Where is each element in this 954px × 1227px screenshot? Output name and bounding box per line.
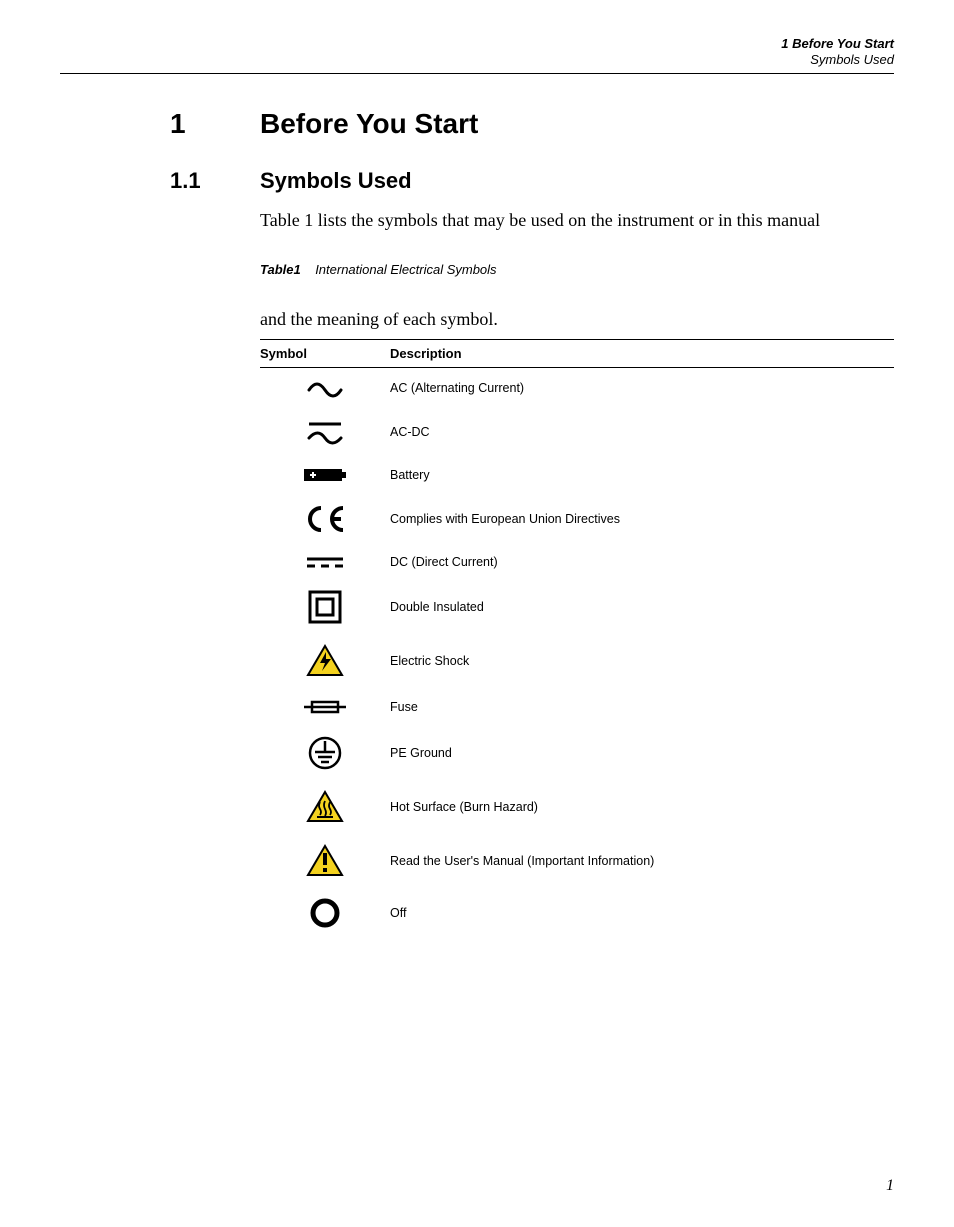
section-number: 1.1 bbox=[60, 168, 260, 194]
table-row: Electric Shock bbox=[260, 634, 894, 688]
table-row: Read the User's Manual (Important Inform… bbox=[260, 834, 894, 888]
table-caption: Table1 International Electrical Symbols bbox=[260, 262, 894, 277]
table-row: Hot Surface (Burn Hazard) bbox=[260, 780, 894, 834]
row-desc: Complies with European Union Directives bbox=[390, 494, 894, 544]
section-heading: 1.1 Symbols Used bbox=[60, 168, 894, 194]
fuse-icon bbox=[260, 688, 390, 726]
symbols-table: Symbol Description AC (Alternating Curre… bbox=[260, 339, 894, 938]
table-caption-label: Table1 bbox=[260, 262, 301, 277]
row-desc: Electric Shock bbox=[390, 634, 894, 688]
table-row: DC (Direct Current) bbox=[260, 544, 894, 580]
table-row: AC (Alternating Current) bbox=[260, 368, 894, 409]
chapter-number: 1 bbox=[60, 108, 260, 140]
section-body: Table 1 lists the symbols that may be us… bbox=[260, 208, 894, 939]
off-icon bbox=[260, 888, 390, 938]
row-desc: Double Insulated bbox=[390, 580, 894, 634]
table-header-symbol: Symbol bbox=[260, 340, 390, 368]
ce-icon bbox=[260, 494, 390, 544]
row-desc: Battery bbox=[390, 456, 894, 494]
table-row: Battery bbox=[260, 456, 894, 494]
electric-shock-icon bbox=[260, 634, 390, 688]
page-number: 1 bbox=[886, 1177, 894, 1195]
pe-ground-icon bbox=[260, 726, 390, 780]
table-row: AC-DC bbox=[260, 408, 894, 456]
double-insulated-icon bbox=[260, 580, 390, 634]
ac-dc-icon bbox=[260, 408, 390, 456]
chapter-heading: 1 Before You Start bbox=[60, 108, 894, 140]
table-caption-text: International Electrical Symbols bbox=[315, 262, 496, 277]
running-header-line-1: 1 Before You Start bbox=[60, 36, 894, 52]
header-rule bbox=[60, 73, 894, 74]
ac-icon bbox=[260, 368, 390, 409]
table-row: Double Insulated bbox=[260, 580, 894, 634]
row-desc: Off bbox=[390, 888, 894, 938]
row-desc: Hot Surface (Burn Hazard) bbox=[390, 780, 894, 834]
lead-in-text: and the meaning of each symbol. bbox=[260, 307, 894, 331]
read-manual-icon bbox=[260, 834, 390, 888]
row-desc: PE Ground bbox=[390, 726, 894, 780]
battery-icon bbox=[260, 456, 390, 494]
chapter-title: Before You Start bbox=[260, 108, 894, 140]
row-desc: Read the User's Manual (Important Inform… bbox=[390, 834, 894, 888]
table-row: Off bbox=[260, 888, 894, 938]
intro-paragraph: Table 1 lists the symbols that may be us… bbox=[260, 208, 894, 232]
table-row: PE Ground bbox=[260, 726, 894, 780]
running-header: 1 Before You Start Symbols Used bbox=[60, 36, 894, 69]
row-desc: DC (Direct Current) bbox=[390, 544, 894, 580]
row-desc: AC-DC bbox=[390, 408, 894, 456]
table-row: Fuse bbox=[260, 688, 894, 726]
running-header-line-2: Symbols Used bbox=[60, 52, 894, 68]
table-header-description: Description bbox=[390, 340, 894, 368]
section-title: Symbols Used bbox=[260, 168, 894, 194]
row-desc: AC (Alternating Current) bbox=[390, 368, 894, 409]
dc-icon bbox=[260, 544, 390, 580]
hot-surface-icon bbox=[260, 780, 390, 834]
table-row: Complies with European Union Directives bbox=[260, 494, 894, 544]
row-desc: Fuse bbox=[390, 688, 894, 726]
